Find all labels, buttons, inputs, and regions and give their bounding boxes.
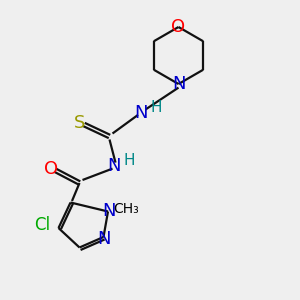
Text: Cl: Cl — [34, 216, 50, 234]
Text: O: O — [171, 18, 186, 36]
Text: N: N — [107, 157, 121, 175]
Text: N: N — [134, 103, 148, 122]
Text: N: N — [172, 75, 185, 93]
Text: S: S — [74, 114, 85, 132]
Text: N: N — [102, 202, 115, 220]
Text: CH₃: CH₃ — [114, 202, 140, 216]
Text: N: N — [97, 230, 111, 247]
Text: H: H — [150, 100, 162, 115]
Text: H: H — [123, 153, 135, 168]
Text: O: O — [44, 160, 58, 178]
